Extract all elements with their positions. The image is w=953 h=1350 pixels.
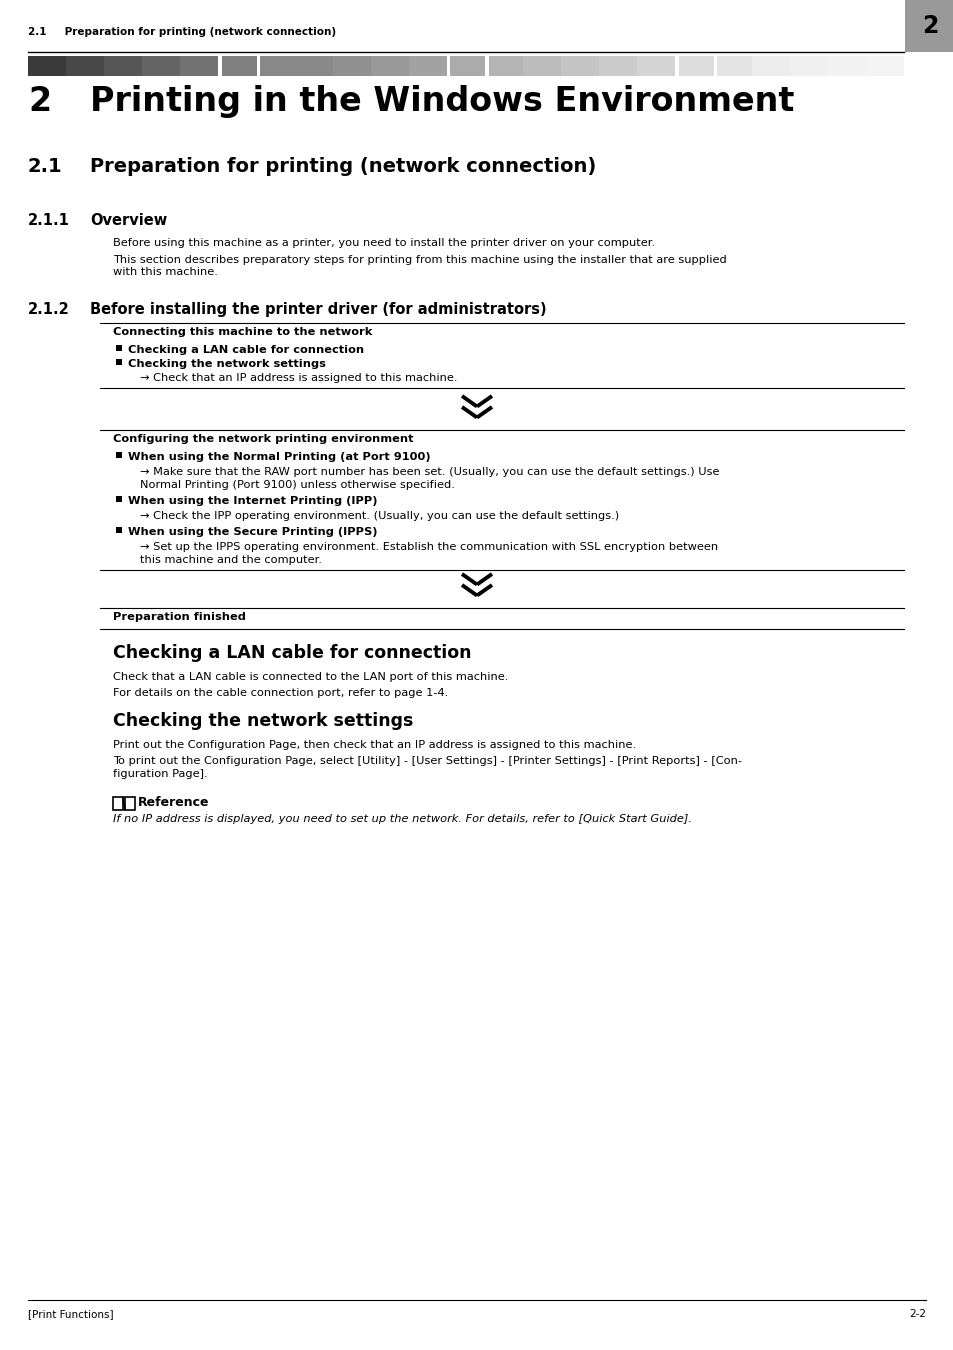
Text: For details on the cable connection port, refer to page 1-4.: For details on the cable connection port… xyxy=(112,688,448,698)
Bar xyxy=(125,796,135,810)
Bar xyxy=(522,55,560,76)
Text: Normal Printing (Port 9100) unless otherwise specified.: Normal Printing (Port 9100) unless other… xyxy=(140,481,455,490)
Text: This section describes preparatory steps for printing from this machine using th: This section describes preparatory steps… xyxy=(112,255,726,265)
Bar xyxy=(675,55,713,76)
Text: Checking a LAN cable for connection: Checking a LAN cable for connection xyxy=(128,346,364,355)
Bar xyxy=(904,0,953,53)
Bar xyxy=(598,55,637,76)
Text: Print out the Configuration Page, then check that an IP address is assigned to t: Print out the Configuration Page, then c… xyxy=(112,740,636,751)
Bar xyxy=(294,55,333,76)
Text: with this machine.: with this machine. xyxy=(112,267,217,277)
Text: Preparation finished: Preparation finished xyxy=(112,612,246,622)
Bar xyxy=(116,526,122,533)
Bar xyxy=(447,55,450,76)
Text: Configuring the network printing environment: Configuring the network printing environ… xyxy=(112,433,413,444)
Text: 2.1: 2.1 xyxy=(28,157,63,176)
Bar xyxy=(827,55,865,76)
Bar xyxy=(116,359,122,364)
Text: Printing in the Windows Environment: Printing in the Windows Environment xyxy=(90,85,794,117)
Bar xyxy=(865,55,903,76)
Bar xyxy=(713,55,751,76)
Bar xyxy=(333,55,371,76)
Text: Checking the network settings: Checking the network settings xyxy=(128,359,326,369)
Text: When using the Secure Printing (IPPS): When using the Secure Printing (IPPS) xyxy=(128,526,377,537)
Bar xyxy=(218,55,222,76)
Text: Checking the network settings: Checking the network settings xyxy=(112,711,413,730)
Text: 2: 2 xyxy=(28,85,51,117)
Text: 2-2: 2-2 xyxy=(908,1310,925,1319)
Bar xyxy=(116,495,122,502)
Text: Before installing the printer driver (for administrators): Before installing the printer driver (fo… xyxy=(90,302,546,317)
Text: → Make sure that the RAW port number has been set. (Usually, you can use the def: → Make sure that the RAW port number has… xyxy=(140,467,719,477)
Bar xyxy=(116,452,122,458)
Text: When using the Internet Printing (IPP): When using the Internet Printing (IPP) xyxy=(128,495,377,506)
Bar xyxy=(751,55,789,76)
Bar xyxy=(789,55,827,76)
Text: → Check the IPP operating environment. (Usually, you can use the default setting: → Check the IPP operating environment. (… xyxy=(140,512,618,521)
Bar xyxy=(560,55,598,76)
Bar xyxy=(675,55,679,76)
Text: 2: 2 xyxy=(921,14,937,38)
Bar xyxy=(66,55,104,76)
Text: figuration Page].: figuration Page]. xyxy=(112,769,208,779)
Bar xyxy=(28,55,66,76)
Bar xyxy=(484,55,488,76)
Text: → Set up the IPPS operating environment. Establish the communication with SSL en: → Set up the IPPS operating environment.… xyxy=(140,541,718,552)
Text: this machine and the computer.: this machine and the computer. xyxy=(140,555,322,566)
Bar xyxy=(371,55,409,76)
Text: Reference: Reference xyxy=(138,796,210,809)
Text: Overview: Overview xyxy=(90,213,167,228)
Text: If no IP address is displayed, you need to set up the network. For details, refe: If no IP address is displayed, you need … xyxy=(112,814,691,824)
Text: → Check that an IP address is assigned to this machine.: → Check that an IP address is assigned t… xyxy=(140,373,457,383)
Bar xyxy=(484,55,522,76)
Bar xyxy=(447,55,484,76)
Bar xyxy=(256,55,294,76)
Bar xyxy=(116,346,122,351)
Bar xyxy=(104,55,142,76)
Text: 2.1.1: 2.1.1 xyxy=(28,213,70,228)
Bar xyxy=(637,55,675,76)
Bar xyxy=(713,55,717,76)
Text: When using the Normal Printing (at Port 9100): When using the Normal Printing (at Port … xyxy=(128,452,430,462)
Text: Connecting this machine to the network: Connecting this machine to the network xyxy=(112,327,372,338)
Bar xyxy=(256,55,260,76)
Text: 2.1.2: 2.1.2 xyxy=(28,302,70,317)
Text: Preparation for printing (network connection): Preparation for printing (network connec… xyxy=(90,157,596,176)
Bar xyxy=(409,55,447,76)
Text: To print out the Configuration Page, select [Utility] - [User Settings] - [Print: To print out the Configuration Page, sel… xyxy=(112,756,741,765)
Bar xyxy=(112,796,123,810)
Bar xyxy=(218,55,256,76)
Text: Checking a LAN cable for connection: Checking a LAN cable for connection xyxy=(112,644,471,662)
Text: Before using this machine as a printer, you need to install the printer driver o: Before using this machine as a printer, … xyxy=(112,238,655,248)
Text: 2.1     Preparation for printing (network connection): 2.1 Preparation for printing (network co… xyxy=(28,27,335,36)
Bar xyxy=(180,55,218,76)
Text: Check that a LAN cable is connected to the LAN port of this machine.: Check that a LAN cable is connected to t… xyxy=(112,672,508,682)
Text: [Print Functions]: [Print Functions] xyxy=(28,1310,113,1319)
Bar xyxy=(142,55,180,76)
